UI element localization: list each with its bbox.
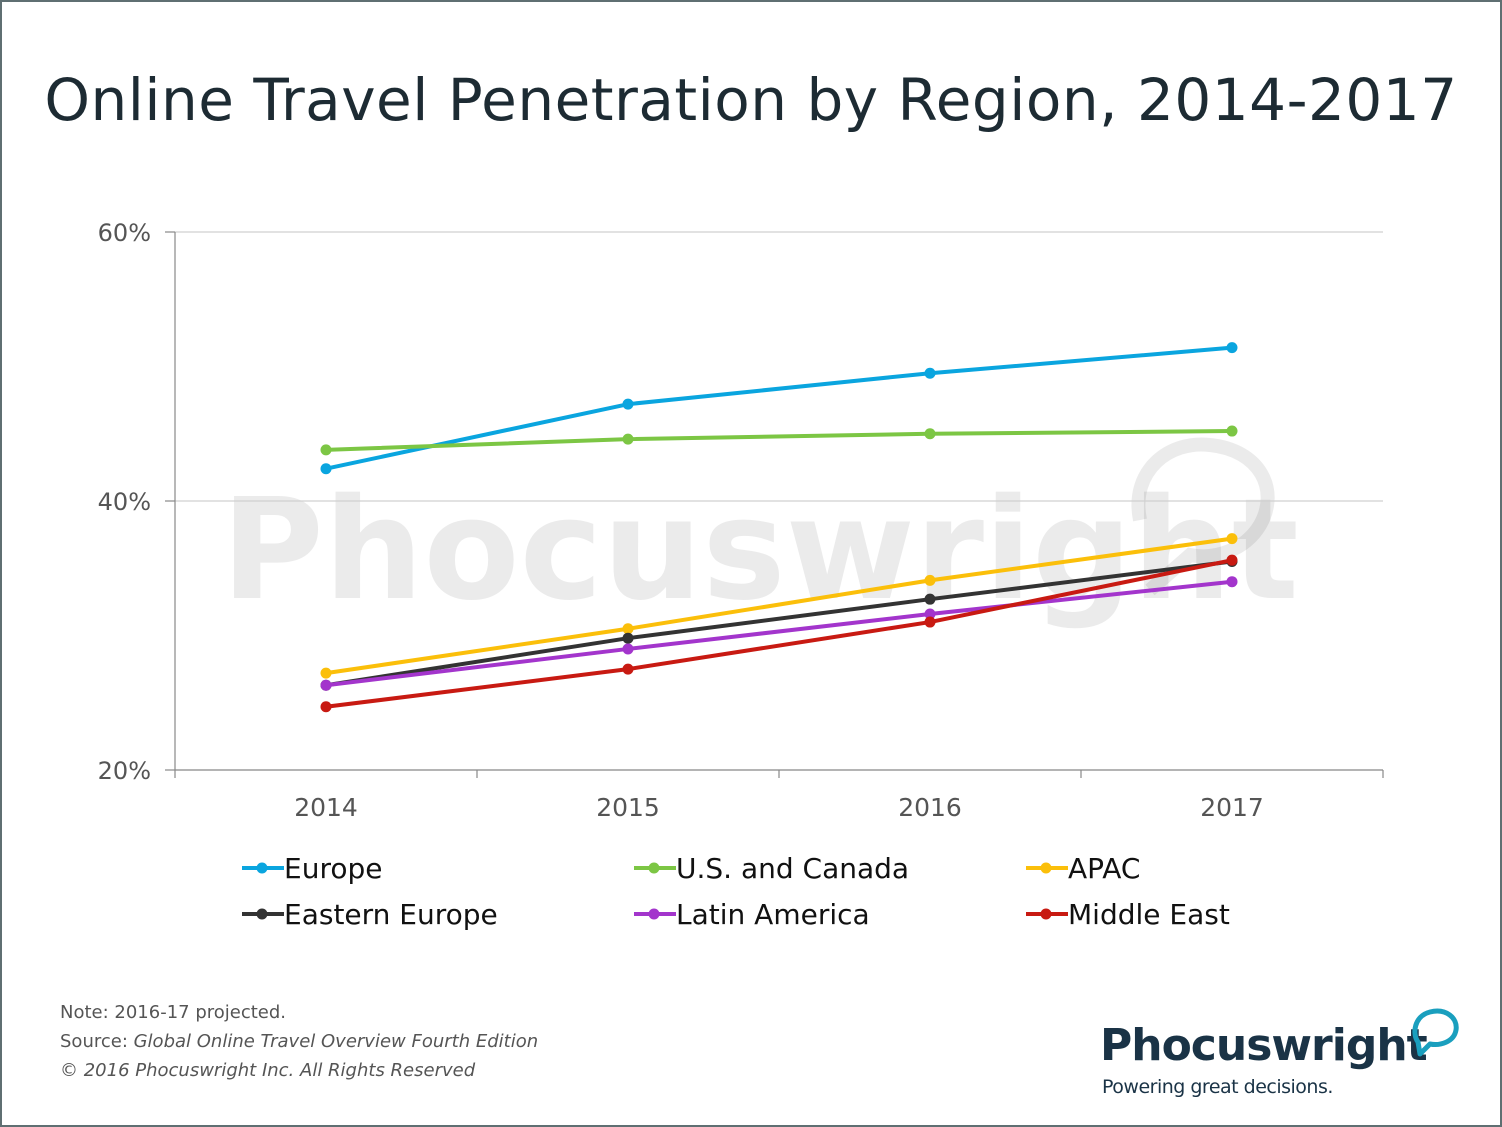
data-point <box>622 643 634 655</box>
source-line: Source: Global Online Travel Overview Fo… <box>60 1027 538 1056</box>
data-point <box>320 679 332 691</box>
data-point <box>622 632 634 644</box>
x-tick-label: 2016 <box>898 793 962 822</box>
x-tick-label: 2014 <box>294 793 358 822</box>
data-point <box>1226 342 1238 354</box>
y-tick-label: 60% <box>98 219 151 247</box>
watermark-text: Phocuswright <box>221 469 1299 632</box>
legend-swatch <box>634 908 676 920</box>
legend-swatch <box>1026 908 1068 920</box>
phocuswright-logo: Phocuswright Powering great decisions. <box>1100 1004 1470 1104</box>
legend-swatch-dot <box>1040 862 1052 874</box>
x-tick-label: 2015 <box>596 793 660 822</box>
series-line <box>324 345 1234 471</box>
legend-swatch <box>1026 862 1068 874</box>
source-prefix: Source: <box>60 1031 134 1052</box>
note-text: Note: 2016-17 projected. <box>60 1002 287 1023</box>
data-point <box>320 444 332 456</box>
legend-label: Eastern Europe <box>284 898 498 931</box>
data-point <box>622 398 634 410</box>
data-point <box>1226 425 1238 437</box>
legend-swatch <box>634 862 676 874</box>
data-point <box>1226 554 1238 566</box>
data-point <box>320 701 332 713</box>
data-point <box>622 623 634 635</box>
series-line <box>324 558 1234 709</box>
data-point <box>622 663 634 675</box>
data-point <box>924 367 936 379</box>
legend-swatch-dot <box>256 862 268 874</box>
data-point <box>1226 533 1238 545</box>
legend-label: Latin America <box>676 898 870 931</box>
data-point <box>1226 576 1238 588</box>
line-chart: Phocuswright 20% 40% 60% 2014 2015 2016 2017 <box>98 219 1384 822</box>
x-tick-label: 2017 <box>1200 793 1264 822</box>
data-point <box>924 593 936 605</box>
data-point <box>622 433 634 445</box>
data-point <box>924 428 936 440</box>
y-tick-label: 40% <box>98 488 151 516</box>
legend-label: U.S. and Canada <box>676 852 910 885</box>
copyright-text: © 2016 Phocuswright Inc. All Rights Rese… <box>60 1060 476 1081</box>
speech-bubble-icon <box>1412 1008 1459 1057</box>
legend-swatch-dot <box>1040 908 1052 920</box>
data-point <box>924 616 936 628</box>
series-line <box>324 536 1234 676</box>
data-point <box>924 574 936 586</box>
legend-swatch <box>242 862 284 874</box>
data-point <box>320 463 332 475</box>
series-line <box>324 429 1234 452</box>
series-line <box>324 579 1234 688</box>
logo-tagline: Powering great decisions. <box>1102 1076 1333 1098</box>
source-title: Global Online Travel Overview Fourth Edi… <box>133 1031 539 1052</box>
legend-label: Europe <box>284 852 383 885</box>
chart-title: Online Travel Penetration by Region, 201… <box>44 66 1458 134</box>
watermark-bubble-icon <box>1131 437 1275 596</box>
data-point <box>320 667 332 679</box>
y-tick-label: 20% <box>98 757 151 785</box>
series-line <box>324 559 1234 688</box>
legend-swatch <box>242 908 284 920</box>
legend-swatch-dot <box>648 908 660 920</box>
logo-wordmark: Phocuswright <box>1100 1020 1428 1071</box>
legend-label: APAC <box>1068 852 1141 885</box>
legend-swatch-dot <box>256 908 268 920</box>
legend-label: Middle East <box>1068 898 1230 931</box>
footnotes: Note: 2016-17 projected. Source: Global … <box>60 998 538 1085</box>
data-point <box>924 608 936 620</box>
legend-swatch-dot <box>648 862 660 874</box>
